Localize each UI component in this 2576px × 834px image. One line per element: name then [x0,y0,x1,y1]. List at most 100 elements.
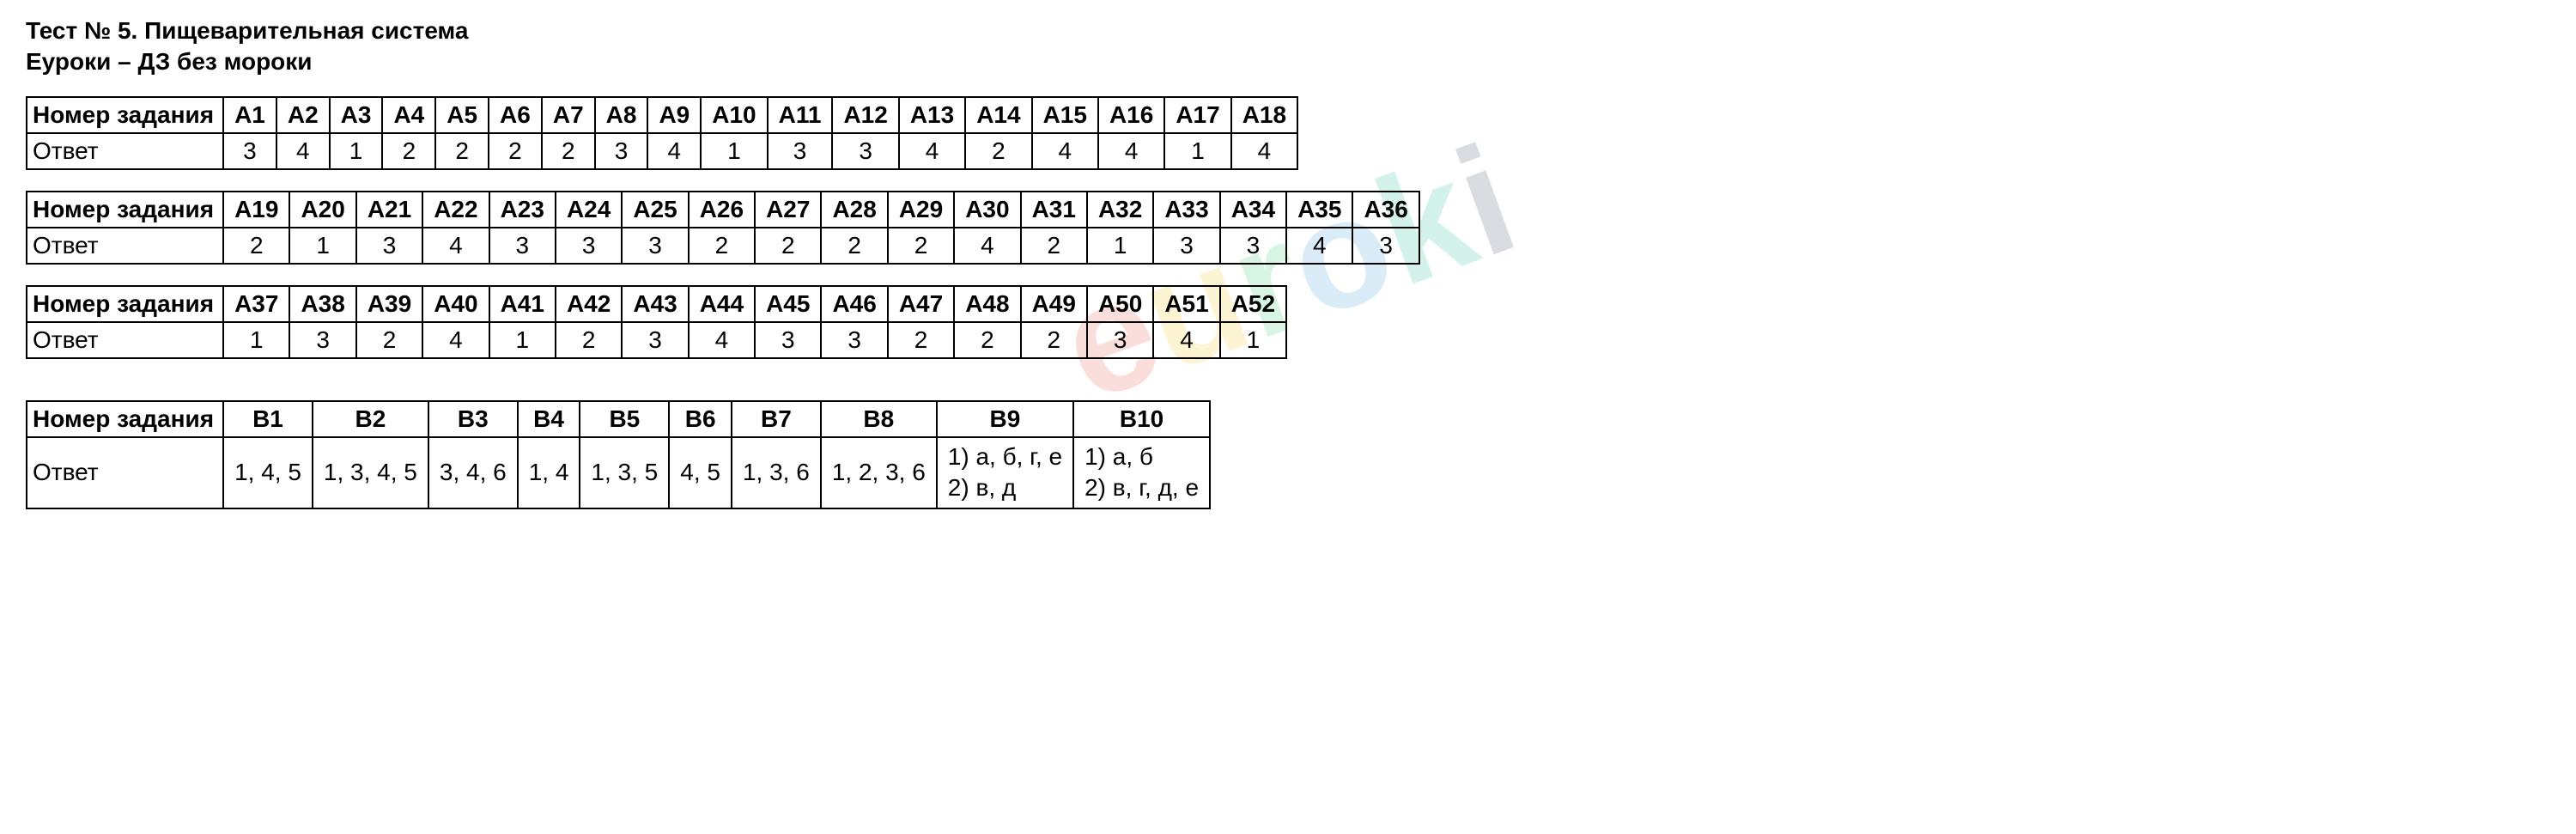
answer-cell: 4 [647,133,701,169]
answer-cell: 1 [1220,322,1286,358]
answer-cell: 1 [701,133,767,169]
answer-cell: 1 [289,228,355,264]
column-header: А2 [276,97,330,133]
column-header: В7 [732,401,821,437]
answer-cell: 1) а, б2) в, г, д, е [1073,437,1210,508]
answer-cell: 4 [689,322,755,358]
column-header: А1 [223,97,276,133]
answer-cell: 3 [1352,228,1419,264]
column-header: А6 [489,97,542,133]
column-header: А41 [489,286,556,322]
column-header: А49 [1021,286,1087,322]
row-label-task: Номер задания [27,286,223,322]
row-label-answer: Ответ [27,228,223,264]
answer-cell: 1, 4, 5 [223,437,313,508]
column-header: А3 [330,97,383,133]
column-header: А38 [289,286,355,322]
answer-cell: 1, 3, 4, 5 [313,437,428,508]
column-header: В4 [518,401,580,437]
column-header: А52 [1220,286,1286,322]
answer-cell: 3 [755,322,821,358]
column-header: А16 [1098,97,1164,133]
answer-cell: 3 [595,133,648,169]
column-header: А51 [1153,286,1219,322]
column-header: А14 [965,97,1031,133]
answer-cell: 3 [832,133,898,169]
column-header: В10 [1073,401,1210,437]
column-header: А9 [647,97,701,133]
column-header: А36 [1352,192,1419,228]
column-header: А46 [821,286,887,322]
column-header: А19 [223,192,289,228]
column-header: А31 [1021,192,1087,228]
answer-cell: 2 [556,322,622,358]
row-label-answer: Ответ [27,133,223,169]
answer-cell: 1, 3, 5 [580,437,669,508]
answer-cell: 3 [289,322,355,358]
column-header: А20 [289,192,355,228]
column-header: А12 [832,97,898,133]
answer-cell: 1, 4 [518,437,580,508]
answer-cell: 4 [1286,228,1352,264]
row-label-task: Номер задания [27,401,223,437]
answer-cell: 2 [356,322,422,358]
page-title: Тест № 5. Пищеварительная система [26,17,2550,45]
column-header: А37 [223,286,289,322]
answer-cell: 4 [954,228,1020,264]
answer-cell: 2 [689,228,755,264]
answer-cell: 1 [330,133,383,169]
column-header: А40 [422,286,489,322]
answer-cell: 1 [223,322,289,358]
answer-cell: 2 [435,133,489,169]
tables-container: Номер заданияА1А2А3А4А5А6А7А8А9А10А11А12… [26,96,2550,509]
column-header: А24 [556,192,622,228]
document-content: Тест № 5. Пищеварительная система Еуроки… [26,17,2550,509]
column-header: А17 [1164,97,1230,133]
column-header: А18 [1231,97,1297,133]
column-header: А5 [435,97,489,133]
answer-cell: 3 [1220,228,1286,264]
column-header: А4 [382,97,435,133]
answer-cell: 2 [223,228,289,264]
column-header: А39 [356,286,422,322]
column-header: А43 [622,286,688,322]
answer-cell: 3 [821,322,887,358]
column-header: А50 [1087,286,1153,322]
answer-cell: 1, 3, 6 [732,437,821,508]
column-header: В8 [821,401,937,437]
row-label-task: Номер задания [27,97,223,133]
answer-cell: 1, 2, 3, 6 [821,437,937,508]
column-header: В3 [428,401,518,437]
answer-cell: 4 [1098,133,1164,169]
answer-cell: 3, 4, 6 [428,437,518,508]
column-header: А27 [755,192,821,228]
column-header: А48 [954,286,1020,322]
column-header: А42 [556,286,622,322]
column-header: В5 [580,401,669,437]
row-label-task: Номер задания [27,192,223,228]
answer-cell: 3 [356,228,422,264]
answer-cell: 2 [1021,322,1087,358]
column-header: А22 [422,192,489,228]
answer-cell: 2 [542,133,595,169]
answer-cell: 4 [276,133,330,169]
column-header: А11 [768,97,833,133]
column-header: А8 [595,97,648,133]
answer-table: Номер заданияВ1В2В3В4В5В6В7В8В9В10Ответ1… [26,400,1211,509]
answer-cell: 2 [755,228,821,264]
answer-table: Номер заданияА19А20А21А22А23А24А25А26А27… [26,191,1420,265]
answer-cell: 3 [223,133,276,169]
answer-cell: 2 [382,133,435,169]
column-header: А44 [689,286,755,322]
column-header: А7 [542,97,595,133]
column-header: А13 [899,97,965,133]
column-header: В1 [223,401,313,437]
answer-table: Номер заданияА1А2А3А4А5А6А7А8А9А10А11А12… [26,96,1298,170]
answer-cell: 1) а, б, г, е2) в, д [937,437,1073,508]
column-header: А34 [1220,192,1286,228]
answer-cell: 2 [888,228,954,264]
column-header: А35 [1286,192,1352,228]
answer-cell: 2 [965,133,1031,169]
column-header: А15 [1032,97,1098,133]
answer-cell: 2 [489,133,542,169]
